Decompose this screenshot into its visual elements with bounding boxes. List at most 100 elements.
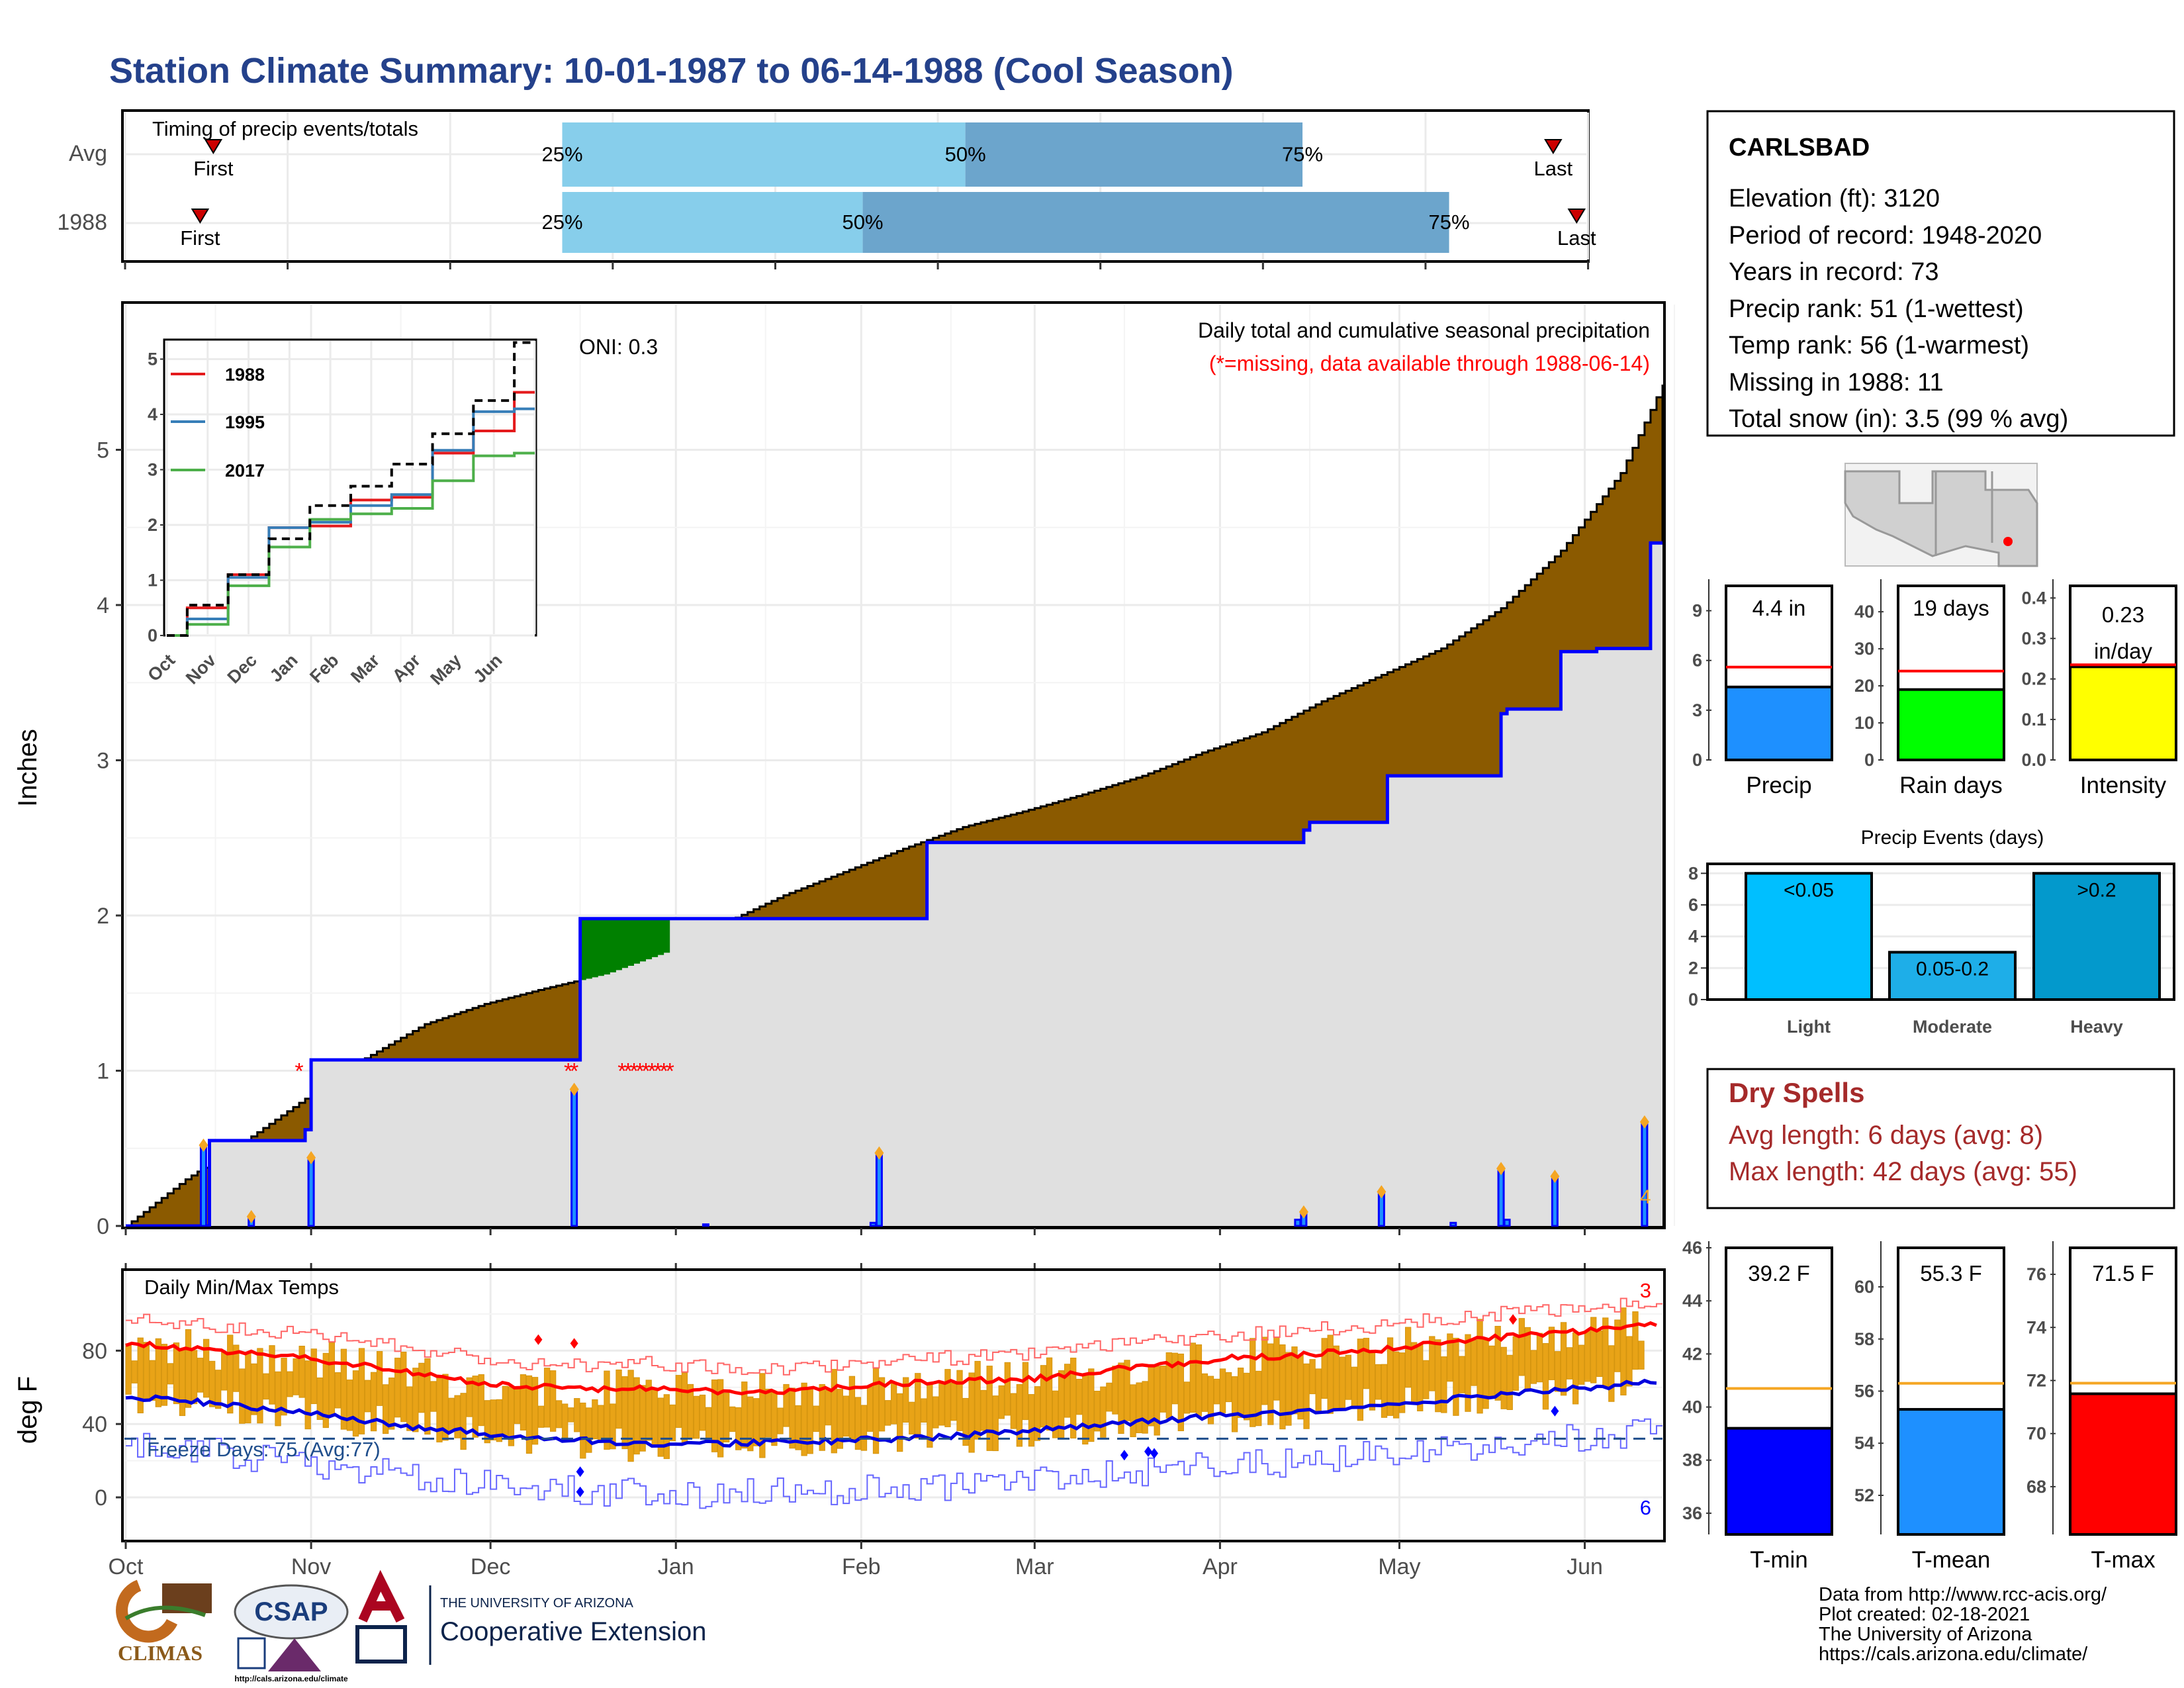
daily-precip-bar bbox=[307, 1156, 315, 1227]
event-moderate-value: 0.05-0.2 bbox=[1916, 958, 1989, 980]
raindays-value: 19 days bbox=[1913, 596, 1989, 620]
daily-temp-bar bbox=[352, 1370, 359, 1437]
daily-temp-bar bbox=[388, 1378, 395, 1430]
inset-ytick-label: 3 bbox=[148, 460, 158, 480]
daily-temp-bar bbox=[1488, 1345, 1495, 1397]
precip-event-marker bbox=[874, 1146, 884, 1160]
event-bar bbox=[1745, 872, 1873, 1002]
daily-temp-bar bbox=[197, 1358, 204, 1393]
avg-50-75-bar bbox=[965, 122, 1303, 187]
daily-temp-bar bbox=[729, 1406, 736, 1432]
bar-ytick-label: 44 bbox=[1682, 1291, 1702, 1311]
daily-temp-bar bbox=[897, 1393, 903, 1452]
bar-ytick-label: 38 bbox=[1682, 1450, 1702, 1470]
daily-temp-bar bbox=[556, 1400, 563, 1429]
daily-temp-bar bbox=[1548, 1327, 1555, 1380]
daily-temp-bar bbox=[1465, 1334, 1471, 1412]
daily-temp-bar bbox=[693, 1395, 700, 1439]
legend-1995: 1995 bbox=[225, 412, 265, 432]
station-years: Years in record: 73 bbox=[1729, 258, 1939, 286]
daily-temp-bar bbox=[185, 1329, 192, 1408]
events-ytick-label: 6 bbox=[1688, 895, 1698, 915]
daily-temp-bar bbox=[663, 1394, 670, 1460]
daily-temp-bar bbox=[1106, 1382, 1113, 1412]
station-name: CARLSBAD bbox=[1729, 134, 1870, 162]
year-first-label: First bbox=[180, 226, 220, 250]
daily-temp-bar bbox=[645, 1380, 652, 1441]
events-ytick-label: 0 bbox=[1688, 990, 1698, 1009]
footer-credits: Data from http://www.rcc-acis.org/ Plot … bbox=[1819, 1584, 2107, 1665]
daily-temp-bar bbox=[1500, 1346, 1507, 1409]
daily-temp-bar bbox=[1381, 1364, 1388, 1418]
record-high-marker bbox=[1509, 1314, 1518, 1325]
daily-temp-bar bbox=[531, 1377, 539, 1445]
daily-temp-bar bbox=[454, 1395, 461, 1438]
daily-temp-bar bbox=[598, 1405, 604, 1442]
daily-temp-bar bbox=[400, 1351, 407, 1423]
daily-temp-bar bbox=[298, 1346, 305, 1398]
tmin-bar: 36 38 40 42 44 46 bbox=[1682, 1238, 1833, 1536]
daily-temp-bar bbox=[1518, 1318, 1525, 1376]
avg-p75-label: 75% bbox=[1282, 143, 1323, 166]
daily-temp-bar bbox=[825, 1389, 831, 1426]
daily-temp-bar bbox=[753, 1398, 760, 1446]
daily-temp-bar bbox=[1459, 1356, 1465, 1393]
intensity-bar: 0.0 0.1 0.2 0.3 0.4 bbox=[2021, 579, 2177, 770]
daily-temp-bar bbox=[586, 1407, 592, 1453]
tmean-label: T-mean bbox=[1912, 1547, 1991, 1573]
timing-row-year: 1988 bbox=[57, 210, 107, 235]
bar-ytick-label: 56 bbox=[1854, 1382, 1874, 1401]
daily-temp-bar bbox=[1404, 1327, 1412, 1388]
record-max-line bbox=[126, 1297, 1662, 1376]
daily-temp-bar bbox=[1238, 1368, 1244, 1418]
daily-temp-bar bbox=[1064, 1364, 1071, 1418]
daily-temp-bar bbox=[1542, 1342, 1549, 1410]
daily-temp-bar bbox=[759, 1373, 766, 1458]
daily-temp-bar bbox=[884, 1400, 891, 1426]
precip-event-marker bbox=[1550, 1169, 1560, 1183]
daily-temp-bar bbox=[921, 1398, 927, 1423]
missing-day-marker: * bbox=[617, 1059, 626, 1084]
year-25-50-bar bbox=[562, 192, 863, 253]
daily-temp-bar bbox=[442, 1374, 449, 1441]
daily-temp-bar bbox=[1244, 1372, 1250, 1421]
precip-ytick-label: 1 bbox=[97, 1059, 109, 1084]
bar-ytick-label: 3 bbox=[1692, 700, 1702, 720]
daily-temp-bar bbox=[281, 1358, 287, 1416]
raindays-bar: 0 10 20 30 40 bbox=[1854, 579, 2005, 770]
ua-logo: THE UNIVERSITY OF ARIZONA Cooperative Ex… bbox=[355, 1570, 706, 1665]
precip-event-marker bbox=[1639, 1115, 1649, 1129]
inset-series-avg bbox=[167, 341, 535, 637]
daily-temp-bar bbox=[418, 1362, 425, 1413]
daily-temp-bar bbox=[131, 1360, 138, 1383]
daily-temp-bar bbox=[460, 1393, 467, 1450]
timing-row-avg: Avg bbox=[69, 141, 107, 166]
daily-temp-bar bbox=[1148, 1366, 1154, 1427]
station-temp-rank: Temp rank: 56 (1-warmest) bbox=[1729, 332, 2029, 359]
month-label: Dec bbox=[471, 1554, 510, 1579]
daily-temp-bar bbox=[1183, 1382, 1191, 1414]
daily-temp-bar bbox=[257, 1348, 263, 1424]
tmin-label: T-min bbox=[1750, 1547, 1808, 1573]
daily-temp-bar bbox=[621, 1376, 628, 1450]
csap-logo-url: http://cals.arizona.edu/climate bbox=[234, 1674, 348, 1683]
daily-temp-bar bbox=[711, 1379, 718, 1452]
daily-temp-bar bbox=[1231, 1376, 1238, 1432]
missing-day-marker: * bbox=[564, 1059, 572, 1084]
daily-temp-bar bbox=[436, 1377, 443, 1442]
tmean-value: 55.3 F bbox=[1920, 1261, 1982, 1286]
daily-precip-bar bbox=[1449, 1221, 1457, 1227]
daily-temp-bar bbox=[1471, 1339, 1477, 1386]
daily-temp-bar bbox=[1566, 1347, 1573, 1380]
daily-temp-bar bbox=[968, 1372, 975, 1453]
daily-temp-bar bbox=[1357, 1338, 1364, 1421]
year-p75-label: 75% bbox=[1429, 211, 1470, 234]
ua-logo-line2: Cooperative Extension bbox=[440, 1617, 706, 1646]
daily-temp-bar bbox=[1315, 1368, 1322, 1413]
precip-events-title: Precip Events (days) bbox=[1861, 827, 2044, 849]
bar-value bbox=[1725, 685, 1833, 762]
daily-temp-bar bbox=[1255, 1370, 1262, 1427]
bar-ytick-label: 0.2 bbox=[2021, 669, 2046, 689]
bar-ytick-label: 40 bbox=[1682, 1397, 1702, 1417]
inset-ytick-label: 2 bbox=[148, 515, 158, 535]
